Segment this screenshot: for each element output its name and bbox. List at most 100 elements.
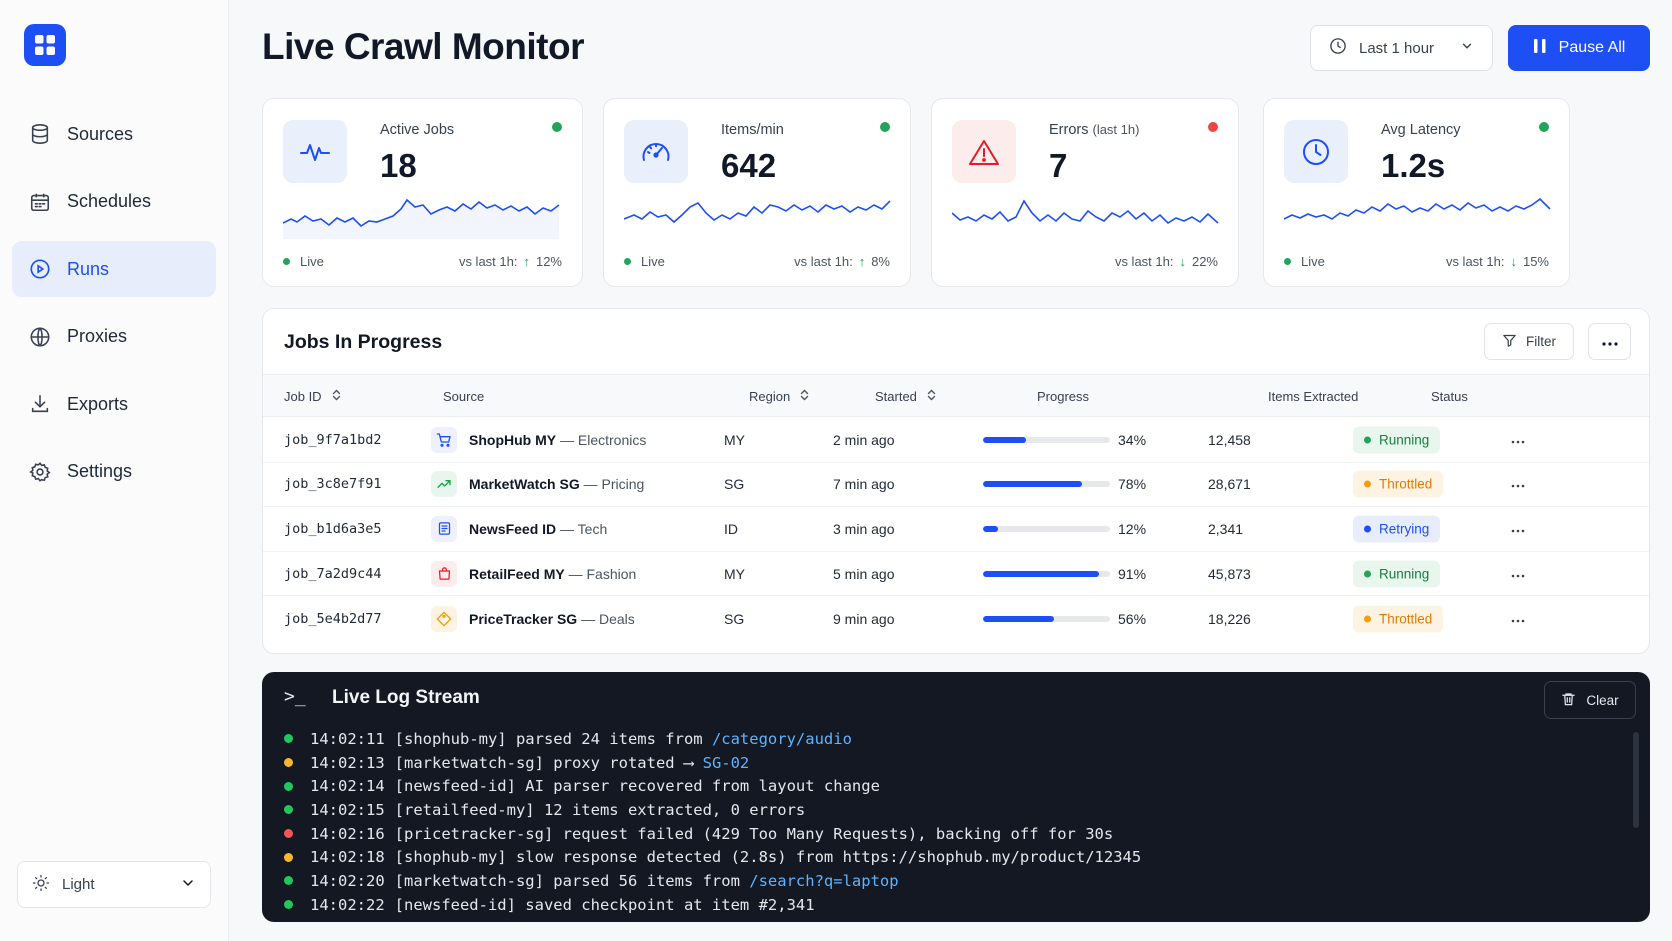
log-line: 14:02:11 [shophub-my] parsed 24 items fro… <box>284 727 1141 751</box>
time-range-select[interactable]: Last 1 hour <box>1310 25 1493 71</box>
chevron-down-icon <box>1460 39 1474 57</box>
stat-comparison: vs last 1h: ↑ 12% <box>458 254 562 269</box>
source-name: ShopHub MY <box>469 431 557 448</box>
progress-bar <box>983 481 1110 488</box>
table-row[interactable]: job_b1d6a3e5 NewsFeed ID — Tech ID 3 min… <box>263 507 1649 552</box>
row-more-icon[interactable] <box>1511 520 1525 538</box>
progress-percent: 56% <box>1118 610 1147 627</box>
globe-icon <box>27 324 53 350</box>
log-time: 14:02:11 <box>310 729 385 748</box>
stat-comparison: vs last 1h: ↑ 8% <box>794 254 890 269</box>
job-started: 3 min ago <box>833 520 895 537</box>
column-source: Source <box>443 389 485 404</box>
table-row[interactable]: job_9f7a1bd2 ShopHub MY — Electronics MY… <box>263 418 1649 463</box>
clock-icon <box>1284 120 1348 183</box>
stat-label: Errors (last 1h) <box>1049 122 1140 138</box>
jobs-title: Jobs In Progress <box>284 331 443 353</box>
progress-percent: 34% <box>1118 431 1147 448</box>
sort-icon <box>800 389 809 404</box>
log-title: Live Log Stream <box>332 687 480 708</box>
play-circle-icon <box>27 256 53 282</box>
app-logo-icon[interactable] <box>24 24 66 66</box>
log-line: 14:02:22 [newsfeed-id] saved checkpoint a… <box>284 893 1141 917</box>
sidebar-item-settings[interactable]: Settings <box>12 444 216 500</box>
trend-up-icon <box>431 471 457 498</box>
theme-select[interactable]: Light <box>17 861 211 908</box>
sparkline <box>952 199 1219 225</box>
terminal-icon: >_ <box>284 686 306 707</box>
stat-label: Active Jobs <box>380 122 455 138</box>
column-job-id[interactable]: Job ID <box>284 389 341 404</box>
log-time: 14:02:14 <box>310 777 385 796</box>
stat-value: 7 <box>1049 147 1068 184</box>
job-region: SG <box>724 476 745 493</box>
column-region[interactable]: Region <box>749 389 809 404</box>
job-started: 5 min ago <box>833 565 895 582</box>
log-level-dot <box>284 758 293 768</box>
log-scrollbar[interactable] <box>1633 732 1639 828</box>
sidebar-item-proxies[interactable]: Proxies <box>12 309 216 365</box>
status-badge: Running <box>1353 426 1441 454</box>
sidebar-item-runs[interactable]: Runs <box>12 241 216 297</box>
source-name: RetailFeed MY <box>469 565 565 582</box>
download-icon <box>27 391 53 417</box>
pause-all-button[interactable]: Pause All <box>1508 25 1650 71</box>
row-more-icon[interactable] <box>1511 475 1525 493</box>
log-text: [retailfeed-my] 12 items extracted, 0 er… <box>394 800 806 819</box>
job-started: 9 min ago <box>833 610 895 627</box>
more-options-button[interactable] <box>1588 323 1631 360</box>
row-more-icon[interactable] <box>1511 565 1525 583</box>
log-line: 14:02:16 [pricetracker-sg] request failed… <box>284 822 1141 846</box>
log-level-dot <box>284 900 293 910</box>
calendar-icon <box>27 189 53 215</box>
job-source: MarketWatch SG — Pricing <box>431 471 644 498</box>
items-extracted: 28,671 <box>1208 476 1251 493</box>
log-time: 14:02:16 <box>310 824 385 843</box>
database-icon <box>27 121 53 147</box>
table-row[interactable]: job_3c8e7f91 MarketWatch SG — Pricing SG… <box>263 463 1649 508</box>
log-lines: 14:02:11 [shophub-my] parsed 24 items fro… <box>284 727 1141 917</box>
table-row[interactable]: job_5e4b2d77 PriceTracker SG — Deals SG … <box>263 596 1649 641</box>
sparkline <box>624 200 891 224</box>
sidebar-item-label: Schedules <box>67 191 152 211</box>
clear-label: Clear <box>1586 692 1619 708</box>
log-time: 14:02:20 <box>310 871 385 890</box>
sidebar-item-exports[interactable]: Exports <box>12 376 216 432</box>
activity-icon <box>283 120 347 183</box>
status-dot <box>552 122 562 132</box>
row-more-icon[interactable] <box>1511 431 1525 449</box>
sidebar-item-label: Sources <box>67 123 134 144</box>
table-row[interactable]: job_7a2d9c44 RetailFeed MY — Fashion MY … <box>263 552 1649 597</box>
source-name: NewsFeed ID <box>469 520 557 537</box>
clear-log-button[interactable]: Clear <box>1544 681 1636 719</box>
sparkline <box>283 198 560 239</box>
row-more-icon[interactable] <box>1511 610 1525 628</box>
sidebar-item-schedules[interactable]: Schedules <box>12 174 216 230</box>
stat-value: 642 <box>721 147 777 184</box>
sort-icon <box>927 389 936 404</box>
stat-card-items-per-min: Items/min 642 Live vs last 1h: ↑ 8% <box>603 98 911 287</box>
column-started[interactable]: Started <box>875 389 936 404</box>
source-category: — Fashion <box>568 565 637 582</box>
sparkline <box>1284 197 1551 220</box>
log-text: [shophub-my] parsed 24 items from <box>394 729 712 748</box>
progress-bar <box>983 570 1110 577</box>
cart-icon <box>431 426 457 453</box>
log-level-dot <box>284 805 293 815</box>
job-region: SG <box>724 610 745 627</box>
filter-button[interactable]: Filter <box>1484 323 1574 360</box>
progress-bar <box>983 525 1110 532</box>
items-extracted: 2,341 <box>1208 520 1244 537</box>
job-source: ShopHub MY — Electronics <box>431 426 646 453</box>
log-panel: >_ Live Log Stream Clear 14:02:11 [shophu… <box>262 672 1650 922</box>
log-line: 14:02:14 [newsfeed-id] AI parser recovere… <box>284 774 1141 798</box>
sidebar-item-sources[interactable]: Sources <box>12 106 216 162</box>
tag-icon <box>431 605 457 632</box>
sun-icon <box>32 874 50 896</box>
bag-icon <box>431 560 457 587</box>
source-category: — Tech <box>560 520 608 537</box>
warning-triangle-icon <box>952 120 1016 183</box>
log-line: 14:02:20 [marketwatch-sg] parsed 56 items… <box>284 869 1141 893</box>
source-name: MarketWatch SG <box>469 476 580 493</box>
clock-icon <box>1329 37 1347 59</box>
